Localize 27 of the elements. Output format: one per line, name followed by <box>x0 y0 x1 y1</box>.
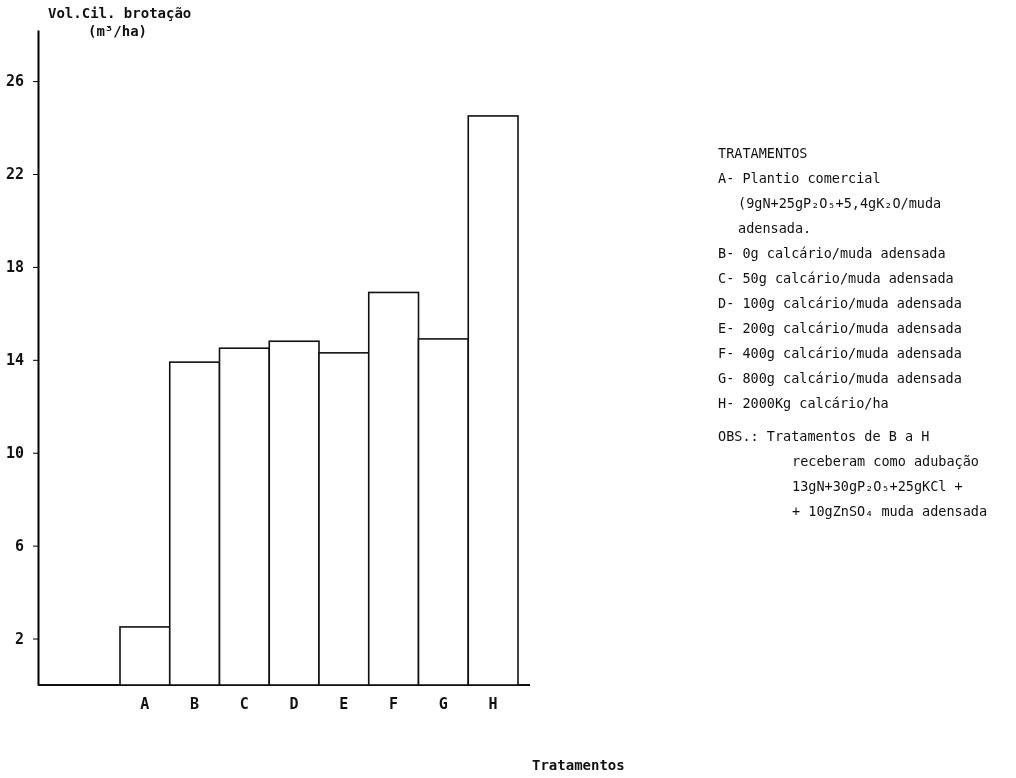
text: D- 100g calcário/muda adensada <box>718 295 962 311</box>
text: OBS.: Tratamentos de B a H receberam como adubação 13gN+30gP₂O₅+25gKCl + + 10gZnSO₄ muda adensada <box>718 428 988 519</box>
y-axis-title: Vol.Cil. brotação (m³/ha) <box>48 5 192 40</box>
text: G- 800g calcário/muda adensada <box>718 370 962 386</box>
x-tick-label: C <box>239 695 249 713</box>
y-tick-label: 18 <box>5 258 24 277</box>
y-tick-label: 6 <box>14 536 24 555</box>
text: A- Plantio comercial (9gN+25gP₂O₅+5,4gK₂O/muda adensada. <box>718 170 942 236</box>
y-tick-label: 2 <box>14 629 24 648</box>
text: TRATAMENTOS <box>718 145 808 161</box>
text: E- 200g calcário/muda adensada <box>718 320 962 336</box>
y-tick-label: 26 <box>5 72 24 91</box>
y-tick-label: 10 <box>5 444 24 463</box>
x-tick-label: E <box>339 695 349 713</box>
x-tick-label: D <box>289 695 299 713</box>
text: C- 50g calcário/muda adensada <box>718 270 954 286</box>
text: H- 2000Kg calcário/ha <box>718 395 889 411</box>
x-axis-title: Tratamentos <box>532 757 625 773</box>
x-tick-label: H <box>488 695 498 713</box>
text: F- 400g calcário/muda adensada <box>718 345 962 361</box>
x-tick-label: A <box>140 695 150 713</box>
x-tick-label: B <box>190 695 200 713</box>
x-tick-label: F <box>389 695 399 713</box>
y-tick-label: 22 <box>5 165 24 184</box>
y-tick-label: 14 <box>5 351 24 370</box>
text: B- 0g calcário/muda adensada <box>718 245 946 261</box>
x-tick-label: G <box>438 695 448 713</box>
